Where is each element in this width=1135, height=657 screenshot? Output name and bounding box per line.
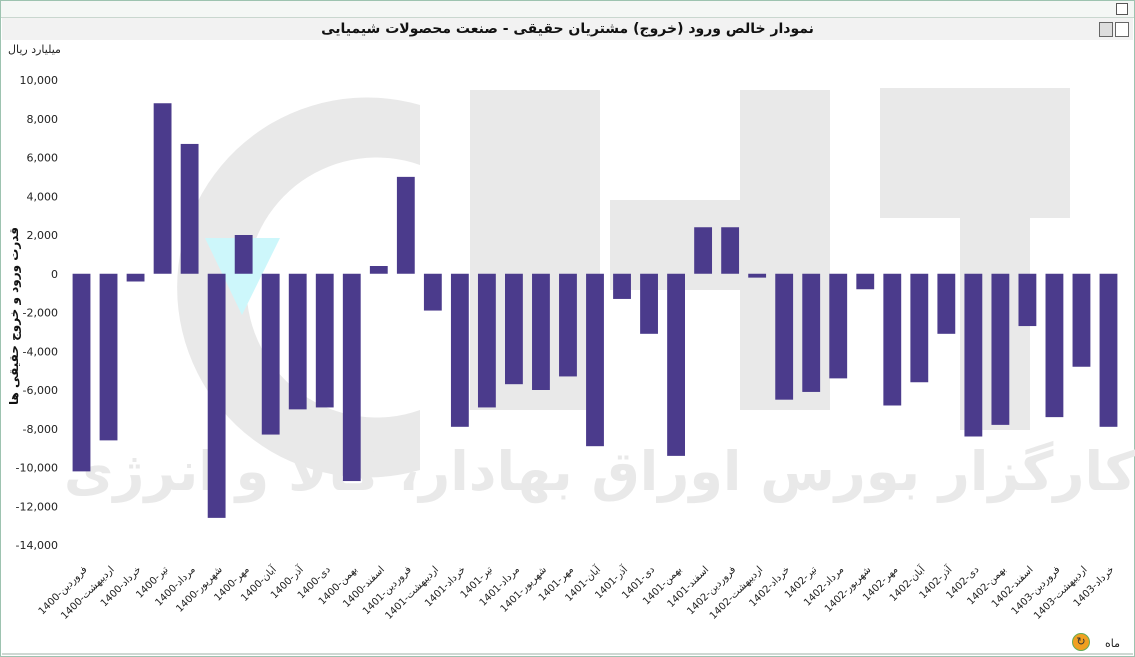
y-tick-label: -6,000 [23, 384, 58, 397]
export-icon[interactable] [1115, 22, 1129, 37]
y-tick-label: 10,000 [20, 74, 59, 87]
bar[interactable] [910, 273, 929, 383]
watermark-ring [177, 97, 420, 478]
bar[interactable] [694, 227, 713, 274]
chart-title: نمودار خالص ورود (خروج) مشتریان حقیقی - … [321, 21, 814, 37]
watermark-text: کارگزار بورس اوراق بهادار، کالا و انرژی [64, 440, 1135, 503]
bar[interactable] [1072, 273, 1091, 367]
y-tick-label: 8,000 [27, 113, 59, 126]
y-tick-label: -2,000 [23, 307, 58, 320]
watermark-block [880, 88, 1070, 218]
bar[interactable] [586, 273, 604, 447]
print-icon[interactable] [1099, 22, 1113, 37]
bar[interactable] [559, 273, 577, 377]
bottom-divider [2, 653, 1133, 655]
bar[interactable] [829, 273, 848, 379]
bar[interactable] [613, 273, 631, 299]
bar[interactable] [369, 266, 388, 274]
bar[interactable] [207, 273, 226, 518]
y-tick-label: 6,000 [27, 152, 59, 165]
y-tick-label: 2,000 [27, 229, 59, 242]
bar[interactable] [937, 273, 956, 334]
bar[interactable] [315, 273, 334, 408]
y-tick-label: -10,000 [16, 462, 58, 475]
bar[interactable] [72, 273, 91, 472]
y-tick-label: -14,000 [16, 539, 58, 552]
bar[interactable] [153, 103, 172, 274]
bar[interactable] [640, 273, 658, 334]
watermark-highlight [205, 238, 280, 315]
y-tick-label: 4,000 [27, 190, 59, 203]
bar[interactable] [505, 273, 523, 385]
period-label[interactable]: ماه [1105, 637, 1121, 650]
window-top-bar [1, 1, 1134, 18]
title-bar [2, 18, 1133, 40]
bar[interactable] [423, 273, 442, 311]
bar[interactable] [856, 273, 875, 290]
refresh-icon[interactable]: ↻ [1072, 633, 1090, 651]
bar[interactable] [1045, 273, 1064, 418]
bar[interactable] [1018, 273, 1037, 327]
bar[interactable] [234, 235, 253, 274]
bar[interactable] [667, 273, 685, 456]
bar[interactable] [261, 273, 280, 435]
bar[interactable] [288, 273, 307, 410]
bar[interactable] [721, 227, 740, 274]
y-tick-label: -4,000 [23, 345, 58, 358]
y-tick-label: 0 [51, 268, 58, 281]
bar[interactable] [802, 273, 821, 392]
bar[interactable] [748, 273, 767, 278]
unit-label: میلیارد ریال [8, 43, 61, 56]
bar[interactable] [99, 273, 118, 441]
bar[interactable] [126, 273, 145, 282]
y-tick-label: -12,000 [16, 500, 58, 513]
bar[interactable] [964, 273, 983, 437]
bar[interactable] [883, 273, 902, 406]
y-tick-label: -8,000 [23, 423, 58, 436]
bar[interactable] [532, 273, 550, 390]
bar[interactable] [477, 273, 496, 408]
bar[interactable] [775, 273, 794, 400]
bar[interactable] [991, 273, 1010, 425]
bar[interactable] [1099, 273, 1118, 427]
bar[interactable] [180, 143, 199, 274]
bar[interactable] [396, 176, 415, 274]
maximize-icon[interactable] [1116, 3, 1128, 15]
bar[interactable] [450, 273, 469, 427]
bar[interactable] [342, 273, 361, 482]
